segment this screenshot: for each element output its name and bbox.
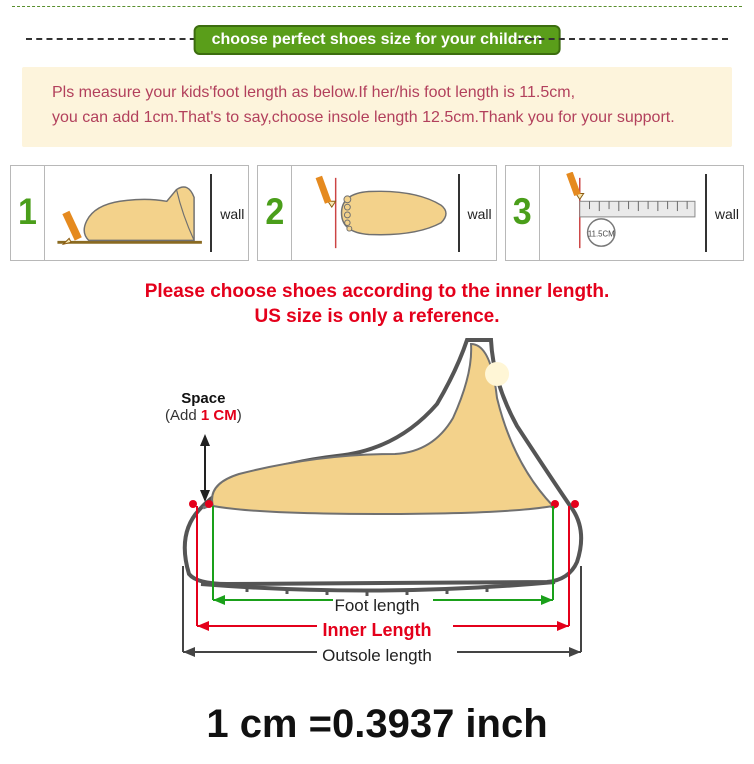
step-number: 1 [18,191,37,234]
step-num-box: 3 [506,166,540,260]
space-label: Space (Add 1 CM) [165,390,242,424]
footprint-illustration [296,172,457,254]
step-3: 3 wall [505,165,744,261]
header-row: choose perfect shoes size for your child… [12,25,742,53]
header-dash-right [518,38,728,40]
space-word: Space [181,390,225,407]
outsole-length-label: Outsole length [157,646,597,666]
space-add-value: 1 CM [201,407,237,424]
measurement-text: 11.5CM [588,229,615,238]
step-number: 2 [265,191,284,234]
instruction-note: Pls measure your kids'foot length as bel… [22,67,732,147]
wall-line [705,174,707,252]
foot-length-label: Foot length [157,596,597,616]
note-line-2: you can add 1cm.That's to say,choose ins… [52,106,710,131]
shoe-diagram: Space (Add 1 CM) [157,334,597,674]
step-2: 2 wall [257,165,496,261]
step-number: 3 [513,191,532,234]
wall-label: wall [468,206,492,222]
steps-row: 1 wall [10,165,744,261]
conversion-text: 1 cm =0.3937 inch [0,702,754,747]
step-body: wall 11.5CM [540,166,743,260]
wall-label: wall [715,206,739,222]
red-headline: Please choose shoes according to the inn… [0,279,754,330]
pencil-icon [62,210,81,243]
top-dashed-border [12,6,742,7]
title-text: choose perfect shoes size for your child… [212,31,543,48]
ruler-illustration: 11.5CM [544,172,705,254]
wall-line [458,174,460,252]
space-add-prefix: (Add [165,407,201,424]
pencil-icon [316,175,336,206]
step-body: wall [292,166,495,260]
step-body: wall [45,166,248,260]
wall-line [210,174,212,252]
step-num-box: 1 [11,166,45,260]
step-num-box: 2 [258,166,292,260]
foot-side-illustration [49,172,210,254]
inner-length-label: Inner Length [157,620,597,641]
step-1: 1 wall [10,165,249,261]
note-line-1: Pls measure your kids'foot length as bel… [52,81,710,106]
space-add-suffix: ) [237,407,242,424]
header-dash-left [26,38,206,40]
headline-line-2: US size is only a reference. [0,304,754,330]
pencil-icon [566,172,583,199]
headline-line-1: Please choose shoes according to the inn… [0,279,754,305]
wall-label: wall [220,206,244,222]
title-banner: choose perfect shoes size for your child… [194,25,561,55]
